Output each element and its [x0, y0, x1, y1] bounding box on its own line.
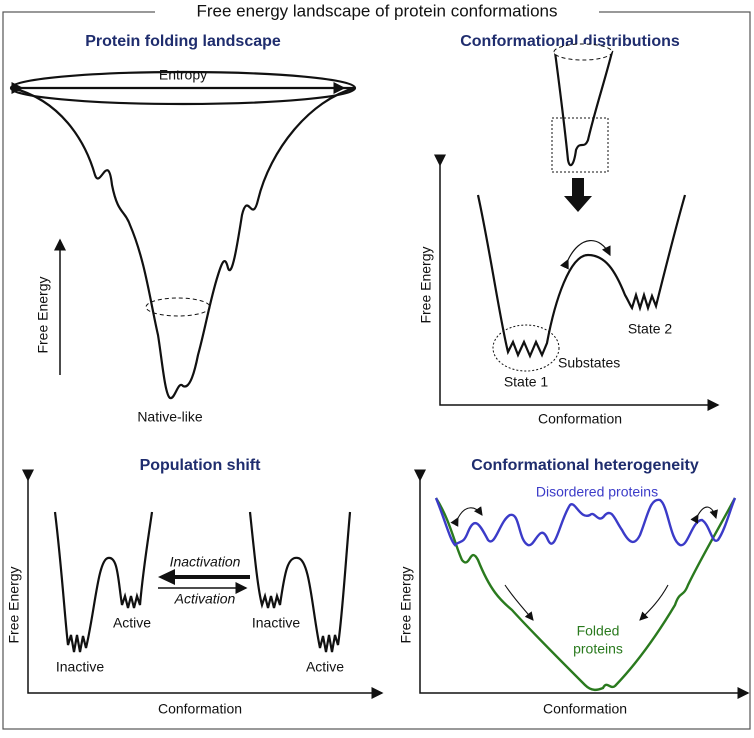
dashed-ellipse — [553, 43, 613, 61]
label: State 1 — [504, 374, 549, 390]
thick-arrow — [158, 569, 250, 585]
axes — [22, 469, 384, 699]
label: Active — [306, 659, 344, 675]
transition-arrow — [690, 506, 718, 524]
label: proteins — [573, 641, 623, 657]
label: Free Energy — [6, 566, 22, 643]
label: Entropy — [159, 67, 207, 83]
label: Free Energy — [418, 246, 434, 323]
axes — [434, 154, 720, 411]
funnel — [11, 86, 356, 400]
axes — [414, 469, 750, 699]
dashed-ellipse — [145, 297, 211, 317]
panel-title: Population shift — [140, 457, 262, 474]
label: State 2 — [628, 321, 673, 337]
funnel-top — [9, 70, 357, 106]
mini-funnel — [553, 50, 614, 167]
folded-curve — [434, 497, 737, 692]
label: Free Energy — [398, 566, 414, 643]
folding-arrow — [639, 584, 669, 621]
down-arrow — [564, 178, 592, 212]
label: Activation — [174, 591, 236, 607]
label: Free Energy — [35, 276, 51, 353]
label: Active — [113, 615, 151, 631]
label: Disordered proteins — [536, 484, 658, 500]
label: Native-like — [137, 409, 203, 425]
disordered-curve — [434, 497, 737, 547]
label: Inactivation — [170, 554, 241, 570]
folding-arrow — [504, 584, 534, 621]
right-well — [248, 511, 352, 653]
label: Inactive — [56, 659, 104, 675]
left-well — [53, 511, 154, 653]
label: Conformation — [543, 701, 627, 717]
label: Conformation — [538, 411, 622, 427]
panel-title: Conformational heterogeneity — [471, 457, 699, 474]
transition-arrow — [560, 240, 611, 270]
title-bg — [155, 2, 599, 22]
main-title: Free energy landscape of protein conform… — [197, 1, 558, 20]
label: Substates — [558, 355, 620, 371]
label: Inactive — [252, 615, 300, 631]
panel-title: Protein folding landscape — [85, 33, 281, 50]
label: Conformation — [158, 701, 242, 717]
label: Folded — [577, 623, 620, 639]
panel-title: Conformational distributions — [460, 33, 680, 50]
substates-ellipse — [492, 324, 560, 372]
transition-arrow — [450, 506, 483, 527]
